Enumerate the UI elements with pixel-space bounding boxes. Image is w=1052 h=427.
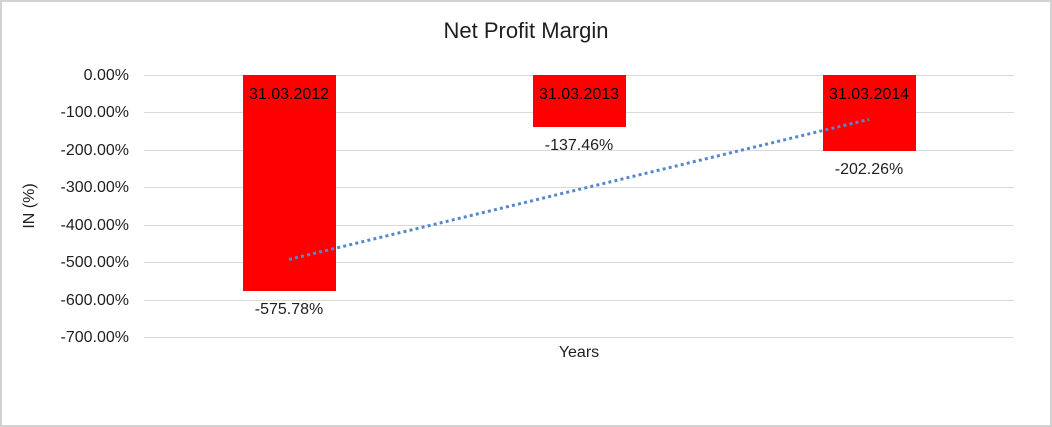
y-axis-tick-label: 0.00% — [83, 66, 129, 84]
y-axis-tick-label: -400.00% — [60, 216, 130, 234]
bar-2012 — [242, 75, 336, 291]
category-label: 31.03.2014 — [828, 86, 910, 103]
x-axis-title: Years — [558, 344, 600, 361]
y-axis-tick-label: -200.00% — [60, 141, 130, 159]
y-axis-tick-label: -300.00% — [60, 179, 130, 196]
data-label: -137.46% — [544, 136, 614, 154]
gridline-600 — [144, 299, 1014, 301]
gridline-500 — [144, 262, 1014, 263]
category-label: 31.03.2013 — [538, 86, 620, 103]
gridline-700 — [144, 337, 1014, 338]
category-label: 31.03.2012 — [248, 86, 330, 103]
y-axis-tick-label: -700.00% — [60, 329, 130, 346]
y-axis-tick-label: -500.00% — [60, 254, 130, 271]
data-label: -202.26% — [834, 160, 904, 178]
data-label: -575.78% — [254, 300, 324, 318]
chart-title: Net Profit Margin — [443, 18, 609, 43]
y-axis-tick-label: -100.00% — [60, 104, 130, 121]
y-axis-tick-label: -600.00% — [60, 291, 130, 309]
y-axis-title: IN (%) — [21, 183, 38, 229]
